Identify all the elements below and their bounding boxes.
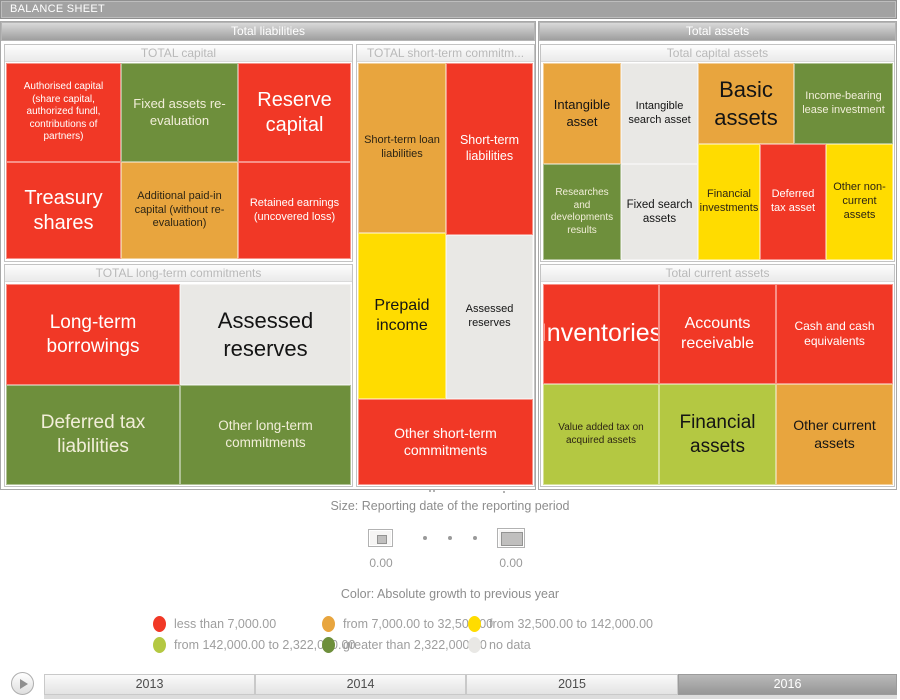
- legend-swatch-yellow-icon: [468, 616, 481, 632]
- legend-item-no-data[interactable]: no data: [468, 637, 531, 653]
- tile-intangible-search-asset[interactable]: Intangible search asset: [621, 63, 698, 164]
- legend-item-greater-than-2322000[interactable]: greater than 2,322,000.00: [322, 637, 487, 653]
- header-total-capital[interactable]: TOTAL capital: [5, 45, 352, 62]
- timeline-year-2013[interactable]: 2013: [44, 674, 255, 695]
- tile-deferred-tax-liabilities[interactable]: Deferred tax liabilities: [6, 385, 180, 485]
- header-total-assets[interactable]: Total assets: [539, 22, 896, 41]
- timeline-year-2016[interactable]: 2016: [678, 674, 897, 695]
- size-min-icon[interactable]: [368, 529, 393, 547]
- window-title: BALANCE SHEET: [0, 0, 897, 19]
- tile-income-bearing-lease-investment[interactable]: Income-bearing lease investment: [794, 63, 893, 144]
- tile-authorised-capital[interactable]: Authorised capital (share capital, autho…: [6, 63, 121, 162]
- legend-label: less than 7,000.00: [174, 617, 277, 631]
- tile-financial-investments[interactable]: Financial investments: [698, 144, 760, 260]
- tile-assessed-reserves-short-term[interactable]: Assessed reserves: [446, 235, 533, 399]
- splitter-dot: [433, 490, 435, 492]
- size-legend-title: Size: Reporting date of the reporting pe…: [330, 499, 570, 513]
- tile-other-short-term-commitments[interactable]: Other short-term commitments: [358, 399, 533, 485]
- tile-intangible-asset[interactable]: Intangible asset: [543, 63, 621, 164]
- tile-fixed-search-assets[interactable]: Fixed search assets: [621, 164, 698, 260]
- legend-swatch-orange-icon: [322, 616, 335, 632]
- legend-swatch-no-data-icon: [468, 637, 481, 653]
- tile-short-term-liabilities[interactable]: Short-term liabilities: [446, 63, 533, 235]
- tile-financial-assets[interactable]: Financial assets: [659, 384, 776, 485]
- color-legend-title: Color: Absolute growth to previous year: [340, 587, 560, 601]
- tile-deferred-tax-asset[interactable]: Deferred tax asset: [760, 144, 826, 260]
- legend-label: no data: [489, 638, 531, 652]
- legend-item-142000-to-2322000[interactable]: from 142,000.00 to 2,322,000.00: [153, 637, 355, 653]
- play-icon: [20, 678, 28, 689]
- legend-item-32500-to-142000[interactable]: from 32,500.00 to 142,000.00: [468, 616, 653, 632]
- tile-accounts-receivable[interactable]: Accounts receivable: [659, 284, 776, 384]
- splitter-dot: [429, 490, 431, 492]
- size-max-value: 0.00: [499, 556, 523, 570]
- size-max-icon[interactable]: [497, 528, 525, 548]
- tile-short-term-loan-liabilities[interactable]: Short-term loan liabilities: [358, 63, 446, 233]
- tile-cash-and-cash-equivalents[interactable]: Cash and cash equivalents: [776, 284, 893, 384]
- header-total-liabilities[interactable]: Total liabilities: [1, 22, 535, 41]
- tile-other-current-assets[interactable]: Other current assets: [776, 384, 893, 485]
- tile-additional-paid-in-capital[interactable]: Additional paid-in capital (without re-e…: [121, 162, 238, 259]
- tile-long-term-borrowings[interactable]: Long-term borrowings: [6, 284, 180, 385]
- legend-label: from 7,000.00 to 32,500.00: [343, 617, 494, 631]
- tile-inventories[interactable]: Inventories: [543, 284, 659, 384]
- size-scale-dot[interactable]: [423, 536, 427, 540]
- header-total-short-term[interactable]: TOTAL short-term commitm...: [357, 45, 534, 62]
- legend-item-7000-to-32500[interactable]: from 7,000.00 to 32,500.00: [322, 616, 493, 632]
- size-min-value: 0.00: [369, 556, 393, 570]
- tile-assessed-reserves-long-term[interactable]: Assessed reserves: [180, 284, 351, 385]
- legend-label: from 32,500.00 to 142,000.00: [489, 617, 654, 631]
- tile-reserve-capital[interactable]: Reserve capital: [238, 63, 351, 162]
- legend-swatch-dark-green-icon: [322, 637, 335, 653]
- tile-basic-assets[interactable]: Basic assets: [698, 63, 794, 144]
- header-total-long-term[interactable]: TOTAL long-term commitments: [5, 265, 352, 282]
- timeline-year-2014[interactable]: 2014: [255, 674, 466, 695]
- tile-fixed-assets-re-evaluation[interactable]: Fixed assets re-evaluation: [121, 63, 238, 162]
- tile-value-added-tax[interactable]: Value added tax on acquired assets: [543, 384, 659, 485]
- tile-retained-earnings[interactable]: Retained earnings (uncovered loss): [238, 162, 351, 259]
- play-button[interactable]: [11, 672, 34, 695]
- tile-treasury-shares[interactable]: Treasury shares: [6, 162, 121, 259]
- tile-other-non-current-assets[interactable]: Other non-current assets: [826, 144, 893, 260]
- legend-item-less-than-7000[interactable]: less than 7,000.00: [153, 616, 276, 632]
- timeline-track: [44, 695, 897, 699]
- size-scale-dot[interactable]: [448, 536, 452, 540]
- timeline-year-2015[interactable]: 2015: [466, 674, 678, 695]
- tile-other-long-term-commitments[interactable]: Other long-term commitments: [180, 385, 351, 485]
- legend-label: from 142,000.00 to 2,322,000.00: [174, 638, 356, 652]
- splitter-dot: [503, 491, 505, 493]
- tile-prepaid-income[interactable]: Prepaid income: [358, 233, 446, 399]
- header-total-current-assets[interactable]: Total current assets: [541, 265, 894, 282]
- legend-label: greater than 2,322,000.00: [343, 638, 487, 652]
- header-total-capital-assets[interactable]: Total capital assets: [541, 45, 894, 62]
- size-scale-dot[interactable]: [473, 536, 477, 540]
- legend-swatch-light-green-icon: [153, 637, 166, 653]
- legend-swatch-red-icon: [153, 616, 166, 632]
- tile-researches-and-developments-results[interactable]: Researches and developments results: [543, 164, 621, 260]
